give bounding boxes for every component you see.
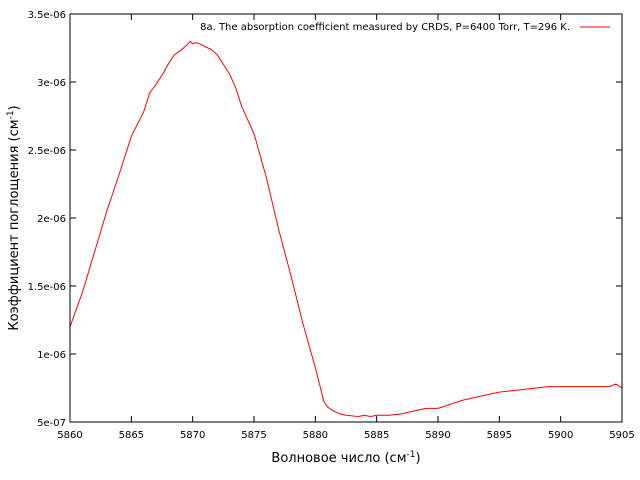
x-tick-label: 5875 (241, 430, 266, 441)
series-line (69, 40, 623, 418)
y-tick-label: 2e-06 (37, 214, 66, 225)
y-tick-label: 3.5e-06 (28, 10, 66, 21)
ticks-layer: 5860 5865 5870 5875 5880 5885 5890 5895 5900 5905… (28, 10, 635, 441)
y-axis-title: Коэффициент поглощения (см-1) (6, 105, 22, 330)
x-tick-label: 5880 (303, 430, 328, 441)
x-tick-label: 5885 (364, 430, 389, 441)
legend: 8a. The absorption coefficient measured … (200, 22, 610, 33)
x-tick-label: 5870 (180, 430, 205, 441)
y-tick-label: 3e-06 (37, 78, 66, 89)
x-tick-label: 5865 (119, 430, 144, 441)
y-tick-label: 2.5e-06 (28, 146, 66, 157)
x-tick-label: 5860 (57, 430, 82, 441)
series-layer (69, 40, 623, 418)
y-tick-label: 1.5e-06 (28, 282, 66, 293)
x-tick-label: 5905 (609, 430, 634, 441)
legend-label: 8a. The absorption coefficient measured … (200, 22, 570, 33)
x-tick-label: 5900 (548, 430, 573, 441)
x-tick-label: 5895 (487, 430, 512, 441)
x-axis-title-sup: -1 (407, 450, 416, 460)
x-axis-title: Волновое число (см-1) (271, 450, 420, 466)
y-tick-label: 1e-06 (37, 350, 66, 361)
x-tick-label: 5890 (425, 430, 450, 441)
plot-frame (69, 13, 623, 423)
y-tick-label: 5e-07 (37, 418, 66, 429)
y-axis-title-sup: -1 (6, 110, 16, 119)
